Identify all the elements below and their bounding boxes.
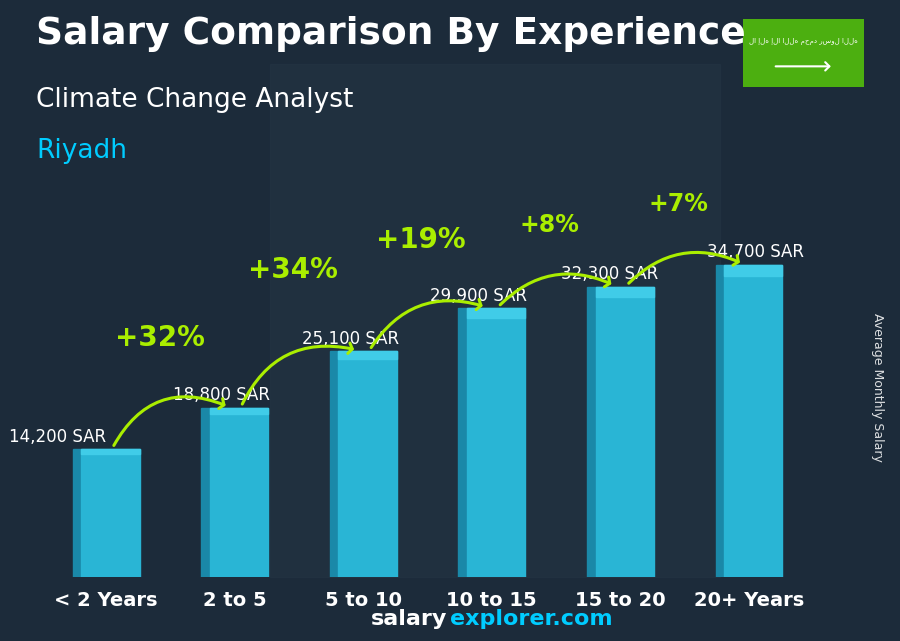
Text: +7%: +7% bbox=[648, 192, 708, 215]
Bar bbox=[467, 308, 526, 317]
Text: 14,200 SAR: 14,200 SAR bbox=[9, 428, 106, 445]
Text: 34,700 SAR: 34,700 SAR bbox=[706, 244, 804, 262]
Text: 32,300 SAR: 32,300 SAR bbox=[562, 265, 659, 283]
Bar bbox=[716, 265, 724, 577]
Text: 18,800 SAR: 18,800 SAR bbox=[174, 387, 270, 404]
Bar bbox=[210, 408, 268, 577]
Text: +19%: +19% bbox=[376, 226, 466, 254]
Text: لا إله إلا الله محمد رسول الله: لا إله إلا الله محمد رسول الله bbox=[749, 38, 858, 45]
Text: +8%: +8% bbox=[519, 213, 580, 237]
Bar bbox=[73, 449, 81, 577]
Bar bbox=[81, 449, 140, 454]
Text: Riyadh: Riyadh bbox=[36, 138, 127, 164]
Bar bbox=[210, 408, 268, 414]
Bar bbox=[467, 308, 526, 577]
Bar bbox=[596, 287, 653, 577]
Bar bbox=[338, 351, 397, 359]
Bar bbox=[458, 308, 467, 577]
Text: salary: salary bbox=[371, 610, 447, 629]
Bar bbox=[81, 449, 140, 577]
Text: +32%: +32% bbox=[115, 324, 205, 352]
Bar bbox=[596, 287, 653, 297]
Bar bbox=[724, 265, 782, 577]
Text: Salary Comparison By Experience: Salary Comparison By Experience bbox=[36, 16, 746, 52]
Text: Climate Change Analyst: Climate Change Analyst bbox=[36, 87, 354, 113]
Bar bbox=[724, 265, 782, 276]
Bar bbox=[587, 287, 596, 577]
Bar bbox=[329, 351, 338, 577]
Text: 25,100 SAR: 25,100 SAR bbox=[302, 329, 399, 347]
Bar bbox=[338, 351, 397, 577]
Text: 29,900 SAR: 29,900 SAR bbox=[430, 287, 527, 304]
Bar bbox=[202, 408, 210, 577]
Bar bbox=[270, 64, 720, 577]
Text: Average Monthly Salary: Average Monthly Salary bbox=[871, 313, 884, 462]
Text: +34%: +34% bbox=[248, 256, 338, 284]
Text: explorer.com: explorer.com bbox=[450, 610, 613, 629]
